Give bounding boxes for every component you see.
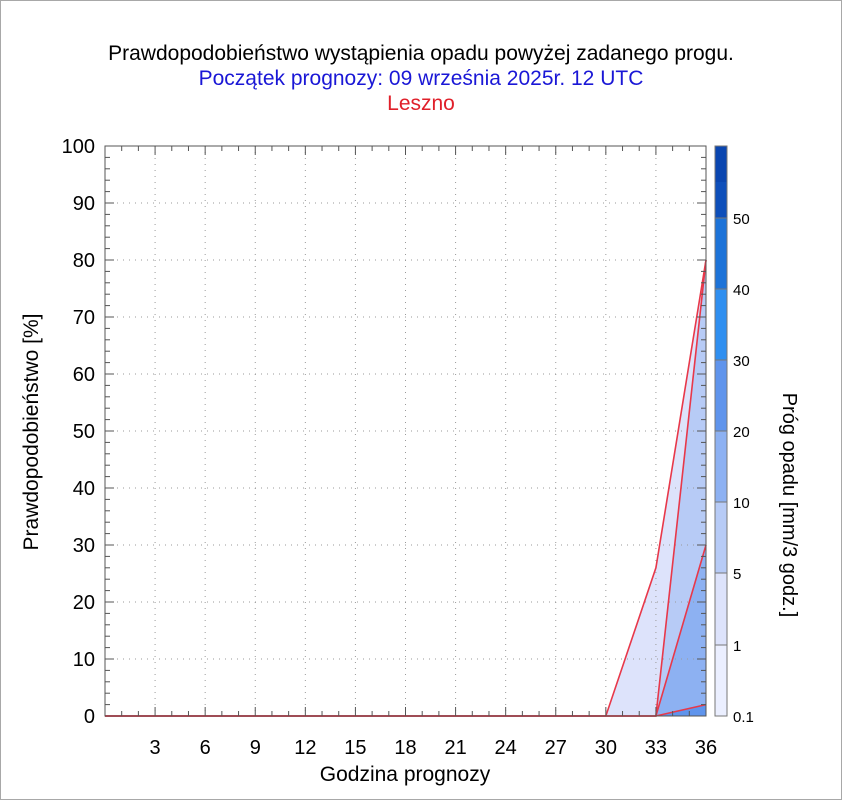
y-tick-label: 40 xyxy=(73,478,95,500)
colorbar-segment xyxy=(715,182,727,218)
y-tick-labels: 0 10 20 30 40 50 60 70 80 90 100 xyxy=(62,136,95,728)
area-threshold-0.1 xyxy=(105,260,706,716)
colorbar-tick-label: 1 xyxy=(733,638,741,655)
colorbar-tick-label: 5 xyxy=(733,566,741,583)
probability-areas xyxy=(105,260,706,716)
x-axis-label: Godzina prognozy xyxy=(320,763,491,786)
colorbar-tick-label: 20 xyxy=(733,424,750,441)
x-tick-label: 30 xyxy=(595,737,617,759)
grid-dots xyxy=(105,146,706,716)
x-tick-label: 18 xyxy=(394,737,416,759)
y-tick-label: 30 xyxy=(73,535,95,557)
chart-title: Prawdopodobieństwo wystąpienia opadu pow… xyxy=(108,42,734,65)
y-tick-label: 60 xyxy=(73,364,95,386)
colorbar-tick-label: 0.1 xyxy=(733,709,754,726)
y-tick-label: 0 xyxy=(84,706,95,728)
x-tick-label: 21 xyxy=(444,737,466,759)
x-tick-label: 33 xyxy=(645,737,667,759)
y-tick-label: 20 xyxy=(73,592,95,614)
x-tick-label: 15 xyxy=(344,737,366,759)
x-tick-label: 27 xyxy=(545,737,567,759)
colorbar-segment xyxy=(715,431,727,502)
colorbar-tick-label: 30 xyxy=(733,353,750,370)
y-tick-label: 70 xyxy=(73,307,95,329)
colorbar-segment xyxy=(715,360,727,431)
colorbar-tick-label: 10 xyxy=(733,495,750,512)
colorbar-tick-labels: 0.1 1 5 10 20 30 40 50 xyxy=(733,211,754,726)
x-tick-label: 12 xyxy=(294,737,316,759)
colorbar-segment xyxy=(715,289,727,360)
x-tick-label: 24 xyxy=(495,737,517,759)
location-label: Leszno xyxy=(387,92,455,115)
colorbar-tick-label: 50 xyxy=(733,211,750,228)
colorbar-tick-label: 40 xyxy=(733,282,750,299)
y-tick-label: 100 xyxy=(62,136,95,158)
x-tick-label: 6 xyxy=(200,737,211,759)
colorbar xyxy=(714,145,728,717)
y-axis-label: Prawdopodobieństwo [%] xyxy=(20,314,43,551)
x-tick-label: 9 xyxy=(250,737,261,759)
colorbar-segment xyxy=(715,218,727,289)
forecast-start-subtitle: Początek prognozy: 09 września 2025r. 12… xyxy=(198,67,644,90)
x-tick-label: 3 xyxy=(150,737,161,759)
y-tick-label: 50 xyxy=(73,421,95,443)
x-tick-label: 36 xyxy=(695,737,717,759)
axes xyxy=(104,145,707,717)
y-tick-label: 10 xyxy=(73,649,95,671)
y-tick-label: 90 xyxy=(73,193,95,215)
colorbar-segment xyxy=(715,645,727,716)
colorbar-segment xyxy=(715,146,727,182)
y-tick-label: 80 xyxy=(73,250,95,272)
x-tick-labels: 3 6 9 12 15 18 21 24 27 30 33 36 xyxy=(150,737,718,759)
colorbar-segment xyxy=(715,573,727,645)
colorbar-label: Próg opadu [mm/3 godz.] xyxy=(778,393,800,618)
colorbar-segment xyxy=(715,502,727,573)
